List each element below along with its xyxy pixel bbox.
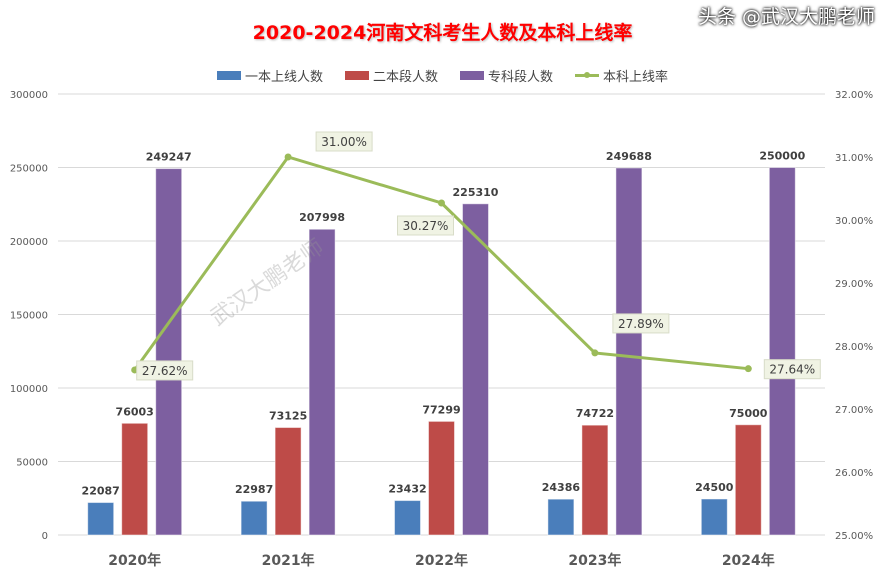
legend-label: 本科上线率 <box>603 70 669 85</box>
chart-title: 2020-2024河南文科考生人数及本科上线率 <box>252 22 633 44</box>
rate-label: 27.89% <box>618 317 664 331</box>
right-tick-label: 28.00% <box>835 342 873 353</box>
left-tick-label: 0 <box>42 531 48 542</box>
category-label: 2020年 <box>108 552 161 569</box>
bar <box>547 498 575 536</box>
rate-point <box>438 199 445 207</box>
legend-swatch <box>460 71 484 80</box>
rate-label-box <box>397 215 454 236</box>
bar <box>734 424 762 536</box>
bar <box>308 228 336 536</box>
rate-line <box>133 155 749 371</box>
rate-point <box>591 349 599 357</box>
bar-value-label: 24500 <box>695 481 734 494</box>
bar-value-label: 22987 <box>235 483 273 496</box>
rate-label: 27.64% <box>769 363 815 377</box>
bar-value-label: 225310 <box>453 186 499 199</box>
bar <box>462 203 489 536</box>
right-tick-label: 26.00% <box>835 468 873 479</box>
rate-label: 27.62% <box>142 364 188 378</box>
legend: 一本上线人数 二本段人数 专科段人数 本科上线率 <box>0 66 885 85</box>
left-tick-label: 150000 <box>10 311 48 322</box>
category-label: 2022年 <box>415 552 468 569</box>
right-tick-label: 25.00% <box>835 531 873 542</box>
legend-swatch <box>344 71 369 80</box>
legend-label: 一本上线人数 <box>244 70 323 85</box>
bar <box>615 167 643 536</box>
bar <box>121 422 149 536</box>
rate-label-box <box>763 359 821 380</box>
bar <box>700 498 728 536</box>
right-tick-label: 30.00% <box>835 216 873 227</box>
legend-swatch <box>575 72 600 78</box>
bar-value-label: 77299 <box>422 403 460 416</box>
bar <box>768 167 796 536</box>
category-label: 2021年 <box>262 552 315 569</box>
bar <box>87 502 115 536</box>
bar <box>581 424 609 536</box>
bar-value-label: 249247 <box>146 151 192 164</box>
right-tick-label: 32.00% <box>835 90 873 101</box>
rate-label: 31.00% <box>321 135 367 149</box>
bar-value-label: 76003 <box>116 405 154 418</box>
left-tick-label: 200000 <box>10 237 48 248</box>
bar <box>274 427 302 536</box>
right-tick-label: 29.00% <box>835 279 873 290</box>
footer-watermark: 头条 @武汉大鹏老师 <box>697 6 875 28</box>
legend-label: 专科段人数 <box>488 70 554 85</box>
rate-label-box <box>136 360 194 381</box>
right-tick-label: 27.00% <box>835 405 873 416</box>
rate-label-box <box>315 131 373 152</box>
legend-item: 专科段人数 <box>460 66 553 85</box>
bar-value-label: 250000 <box>759 150 805 163</box>
rate-point <box>744 365 752 373</box>
legend-item: 本科上线率 <box>575 66 668 85</box>
rate-label-box <box>612 313 670 334</box>
legend-swatch <box>216 71 241 80</box>
rate-point <box>284 153 292 161</box>
left-tick-label: 250000 <box>10 164 48 175</box>
legend-item: 一本上线人数 <box>216 66 323 85</box>
bar <box>155 168 183 536</box>
right-tick-label: 31.00% <box>835 153 873 164</box>
left-tick-label: 300000 <box>10 90 48 101</box>
bar-value-label: 22087 <box>82 485 120 498</box>
category-label: 2024年 <box>722 552 775 569</box>
left-tick-label: 100000 <box>10 384 48 395</box>
left-tick-label: 50000 <box>16 458 48 469</box>
bar <box>240 500 268 536</box>
legend-label: 二本段人数 <box>372 70 438 85</box>
bar-value-label: 23432 <box>388 483 426 496</box>
bar-value-label: 207998 <box>299 211 345 224</box>
bar-value-label: 249688 <box>606 150 652 163</box>
legend-item: 二本段人数 <box>344 66 438 85</box>
bar-value-label: 73125 <box>269 410 307 423</box>
bar-value-label: 75000 <box>729 407 768 420</box>
category-label: 2023年 <box>568 552 621 569</box>
bar <box>428 420 455 536</box>
bar <box>394 500 421 536</box>
bar-value-label: 24386 <box>542 481 581 494</box>
rate-label: 30.27% <box>403 219 449 233</box>
bar-value-label: 74722 <box>576 407 614 420</box>
